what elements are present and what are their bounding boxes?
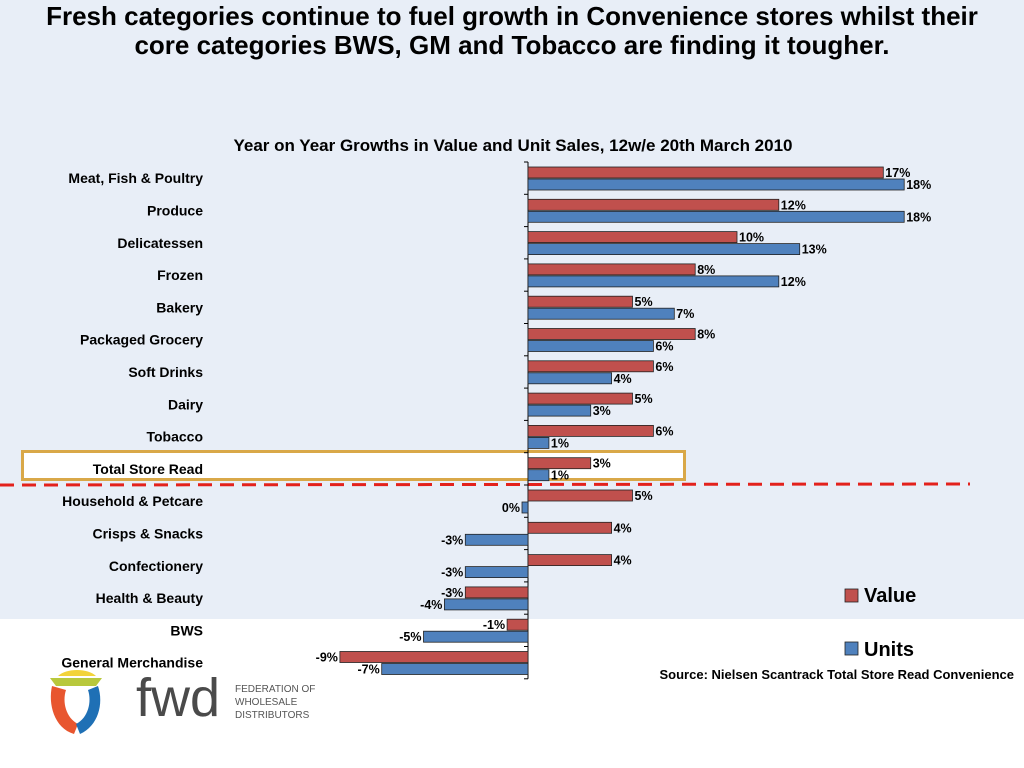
value-bar <box>464 586 529 599</box>
value-bar <box>527 360 654 373</box>
headline-line-1: Fresh categories continue to fuel growth… <box>46 1 978 31</box>
units-bar <box>443 598 529 611</box>
logo-tagline-3: DISTRIBUTORS <box>235 710 310 721</box>
category-label: Meat, Fish & Poultry <box>68 170 203 186</box>
source-note: Source: Nielsen Scantrack Total Store Re… <box>659 667 1015 682</box>
value-data-label: 8% <box>697 328 715 342</box>
value-data-label: 3% <box>593 457 611 471</box>
value-bar <box>527 231 738 244</box>
category-label: Crisps & Snacks <box>93 525 204 541</box>
legend-label-units: Units <box>864 639 914 661</box>
units-bar <box>527 469 550 482</box>
legend-swatch-value <box>844 588 859 603</box>
units-data-label: 0% <box>502 501 520 515</box>
logo-emblem-icon <box>50 670 102 734</box>
category-label: Tobacco <box>146 429 203 445</box>
category-label: Packaged Grocery <box>80 332 203 348</box>
value-bar <box>527 166 884 179</box>
chart-title: Year on Year Growths in Value and Unit S… <box>233 136 792 155</box>
value-data-label: -1% <box>483 618 505 632</box>
value-data-label: 6% <box>655 424 673 438</box>
logo-tagline-1: FEDERATION OF <box>235 684 315 695</box>
value-data-label: 5% <box>635 489 653 503</box>
value-data-label: -3% <box>441 586 463 600</box>
value-bar <box>527 295 633 308</box>
category-label: General Merchandise <box>61 655 203 671</box>
logo-tagline-2: WHOLESALE <box>235 697 298 708</box>
headline-line-2: core categories BWS, GM and Tobacco are … <box>134 30 890 60</box>
units-bar <box>527 178 905 191</box>
logo-wordmark: fwd <box>136 668 220 728</box>
value-bar <box>527 489 633 502</box>
legend-label-value: Value <box>864 585 916 607</box>
value-data-label: 10% <box>739 231 764 245</box>
legend-swatch-units <box>844 641 859 656</box>
value-data-label: 5% <box>635 295 653 309</box>
category-label: BWS <box>170 622 203 638</box>
category-label: Delicatessen <box>117 235 203 251</box>
value-bar <box>527 457 592 470</box>
separator-dashed-line <box>0 482 971 487</box>
units-bar <box>527 210 905 223</box>
category-label: Total Store Read <box>93 461 203 477</box>
units-data-label: 3% <box>593 404 611 418</box>
value-bar <box>527 424 654 437</box>
value-data-label: 12% <box>781 198 806 212</box>
category-label: Confectionery <box>109 558 203 574</box>
value-data-label: 5% <box>635 392 653 406</box>
category-label: Soft Drinks <box>128 364 203 380</box>
value-bar <box>527 392 633 405</box>
category-label: Dairy <box>168 396 203 412</box>
value-data-label: 8% <box>697 263 715 277</box>
units-bar <box>527 243 801 256</box>
value-bar <box>339 651 529 663</box>
units-data-label: 1% <box>551 469 569 483</box>
units-bar <box>527 372 612 385</box>
units-data-label: -3% <box>441 533 463 547</box>
units-data-label: -4% <box>420 598 442 612</box>
value-bar <box>527 521 612 534</box>
units-bar <box>521 501 529 514</box>
value-data-label: -9% <box>316 651 338 665</box>
units-bar <box>527 307 675 320</box>
units-bar <box>464 566 529 578</box>
units-data-label: 4% <box>614 372 632 386</box>
units-data-label: -5% <box>399 630 421 644</box>
units-bar <box>423 630 529 643</box>
value-bar <box>527 263 696 276</box>
units-data-label: 7% <box>676 307 694 321</box>
category-label: Produce <box>147 202 203 218</box>
value-data-label: 6% <box>655 360 673 374</box>
value-data-label: 4% <box>614 521 632 535</box>
units-bar <box>527 404 592 417</box>
category-label: Health & Beauty <box>96 590 204 606</box>
units-data-label: -7% <box>357 663 379 677</box>
units-data-label: 6% <box>655 340 673 354</box>
value-data-label: 4% <box>614 554 632 568</box>
units-bar <box>381 663 529 675</box>
units-data-label: 1% <box>551 436 569 450</box>
category-label: Household & Petcare <box>62 493 203 509</box>
units-data-label: 18% <box>906 210 931 224</box>
units-data-label: 12% <box>781 275 806 289</box>
value-bar <box>527 554 612 566</box>
value-bar <box>527 328 696 340</box>
value-data-label: 17% <box>885 166 910 180</box>
fwd-logo: fwd FEDERATION OF WHOLESALE DISTRIBUTORS <box>50 668 315 734</box>
units-data-label: 13% <box>802 243 827 257</box>
slide-headline: Fresh categories continue to fuel growth… <box>0 2 1024 60</box>
units-bar <box>527 275 780 288</box>
category-label: Frozen <box>157 267 203 283</box>
value-bar <box>506 618 529 631</box>
units-data-label: 18% <box>906 178 931 192</box>
units-bar <box>527 436 550 449</box>
units-data-label: -3% <box>441 566 463 580</box>
units-bar <box>527 340 654 352</box>
units-bar <box>464 533 529 546</box>
value-bar <box>527 198 780 211</box>
category-label: Bakery <box>156 299 203 315</box>
